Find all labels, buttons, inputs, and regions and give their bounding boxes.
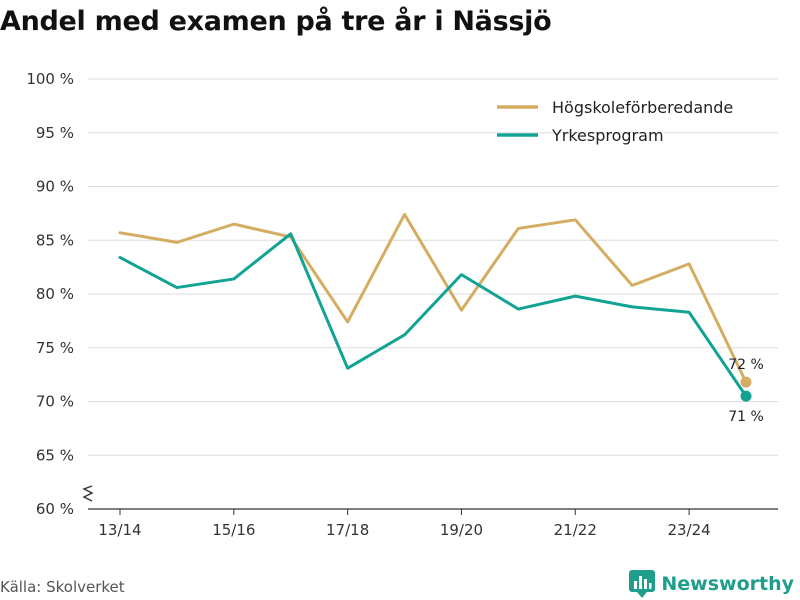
x-tick-label: 13/14 [98,521,141,539]
y-tick-label: 70 % [36,393,74,411]
y-tick-label: 60 % [36,500,74,518]
y-tick-label: 65 % [36,446,74,464]
source-note: Källa: Skolverket [0,578,125,596]
y-tick-label: 80 % [36,285,74,303]
y-tick-label: 100 % [26,70,74,88]
y-axis-ticks: 60 % 65 % 70 % 75 % 80 % 85 % 90 % 95 % 100 % [26,70,74,518]
series-end-label: 72 % [728,357,764,373]
series-end-point [740,376,752,388]
newsworthy-logo-icon [629,570,656,598]
series-end-label: 71 % [728,409,764,425]
axis-break-icon [82,485,94,502]
y-tick-label: 90 % [36,178,74,196]
brand-logo[interactable]: Newsworthy [629,570,794,598]
chart-title: Andel med examen på tre år i Nässjö [0,6,552,37]
series-line [118,232,748,398]
y-tick-label: 85 % [36,231,74,249]
legend-label: Högskoleförberedande [552,98,733,117]
end-labels: 72 % 71 % [728,357,764,425]
series-end-point [740,390,752,402]
series-line [118,212,748,384]
legend: Högskoleförberedande Yrkesprogram [497,98,733,145]
y-tick-label: 95 % [36,124,74,142]
series-lines [118,212,752,402]
x-tick-label: 19/20 [440,521,483,539]
x-tick-label: 17/18 [326,521,369,539]
brand-name: Newsworthy [661,573,794,595]
x-tick-label: 15/16 [212,521,255,539]
x-axis-ticks: 13/14 15/16 17/18 19/20 21/22 23/24 [88,508,778,539]
gridlines [88,78,778,456]
x-tick-label: 23/24 [667,521,710,539]
y-tick-label: 75 % [36,339,74,357]
x-tick-label: 21/22 [554,521,597,539]
legend-label: Yrkesprogram [551,126,664,145]
